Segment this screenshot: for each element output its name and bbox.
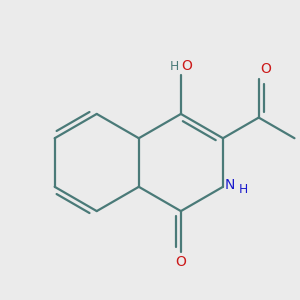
Text: H: H bbox=[239, 183, 248, 196]
Text: O: O bbox=[176, 255, 186, 269]
Text: O: O bbox=[181, 59, 192, 73]
Text: O: O bbox=[260, 62, 271, 76]
Text: N: N bbox=[224, 178, 235, 192]
Text: H: H bbox=[170, 60, 179, 73]
